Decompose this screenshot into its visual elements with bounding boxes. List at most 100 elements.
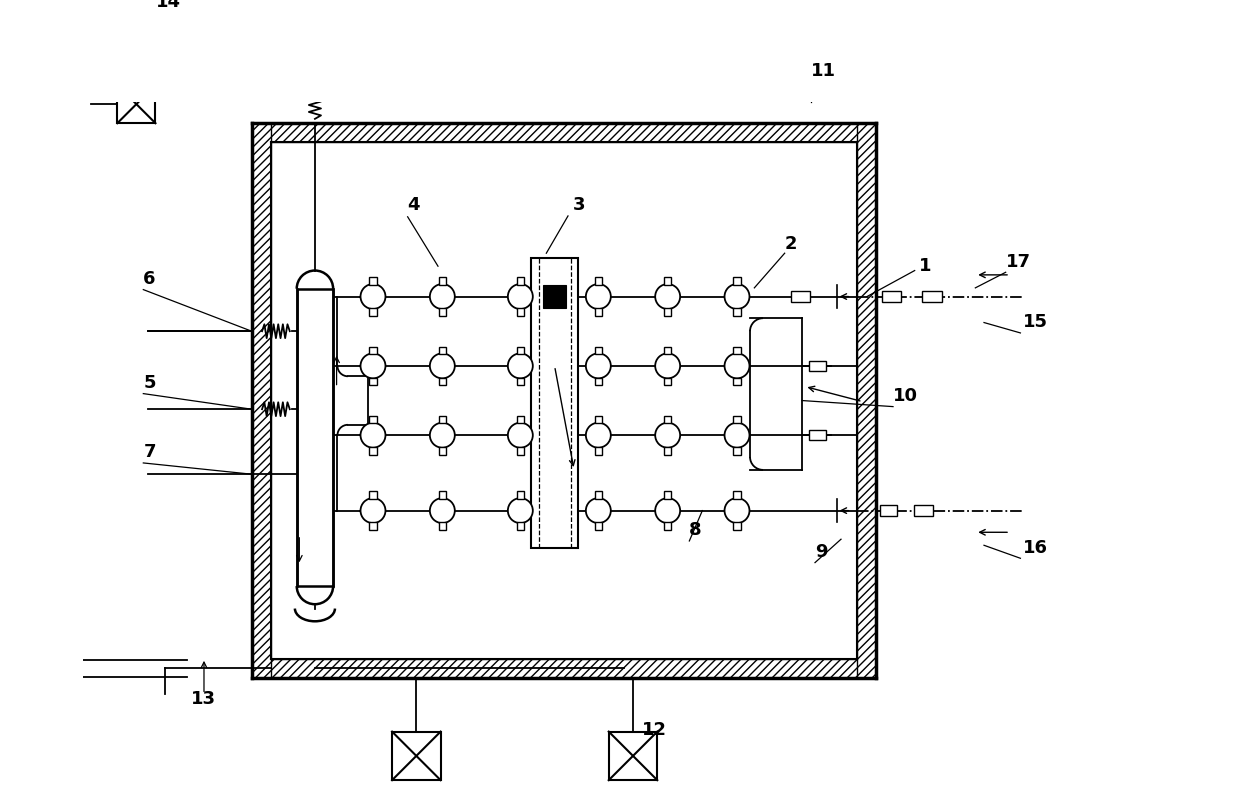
Bar [370, 277, 377, 285]
Text: 17: 17 [1006, 252, 1030, 271]
Circle shape [361, 423, 386, 447]
Bar [882, 291, 900, 301]
Bar [594, 522, 603, 530]
Bar [733, 346, 740, 354]
Text: 1: 1 [919, 257, 931, 275]
Bar [517, 346, 525, 354]
Bar [439, 492, 446, 499]
Bar [252, 659, 875, 678]
Bar [663, 416, 672, 424]
Bar [517, 522, 525, 530]
Circle shape [724, 423, 749, 447]
Bar [594, 277, 603, 285]
Circle shape [585, 423, 611, 447]
Bar [439, 308, 446, 316]
Bar [663, 277, 672, 285]
Bar [594, 346, 603, 354]
Circle shape [361, 498, 386, 523]
Bar [733, 378, 740, 385]
Bar [594, 308, 603, 316]
Circle shape [655, 353, 681, 379]
Bar [733, 308, 740, 316]
Text: 4: 4 [408, 196, 420, 214]
Bar [663, 447, 672, 454]
Bar [733, 277, 740, 285]
Bar [663, 308, 672, 316]
Circle shape [655, 423, 681, 447]
Text: 9: 9 [815, 543, 827, 561]
Circle shape [585, 353, 611, 379]
Bar [517, 447, 525, 454]
Bar [663, 346, 672, 354]
Circle shape [430, 498, 455, 523]
Text: 5: 5 [144, 374, 156, 392]
Bar [296, 289, 334, 586]
Text: 12: 12 [641, 720, 667, 739]
Bar [370, 346, 377, 354]
Bar [594, 492, 603, 499]
Text: 11: 11 [811, 62, 836, 80]
Bar [252, 123, 270, 678]
Circle shape [361, 284, 386, 309]
Circle shape [655, 498, 681, 523]
Bar [439, 277, 446, 285]
Circle shape [508, 498, 533, 523]
Bar [370, 522, 377, 530]
Bar [439, 522, 446, 530]
Circle shape [585, 284, 611, 309]
Text: 10: 10 [893, 387, 918, 405]
Text: 14: 14 [156, 0, 181, 10]
Circle shape [508, 353, 533, 379]
Circle shape [724, 498, 749, 523]
Bar [370, 378, 377, 385]
Bar [857, 123, 875, 678]
Text: 16: 16 [1023, 539, 1048, 556]
Bar [517, 378, 525, 385]
Bar [370, 416, 377, 424]
Bar [663, 378, 672, 385]
Bar [543, 286, 565, 308]
Bar [517, 308, 525, 316]
Bar [733, 492, 740, 499]
Circle shape [724, 284, 749, 309]
Bar [118, 85, 155, 123]
Bar [914, 506, 932, 516]
Bar [663, 522, 672, 530]
Bar [594, 447, 603, 454]
Circle shape [508, 284, 533, 309]
Bar [808, 361, 826, 371]
Circle shape [585, 498, 611, 523]
Text: 15: 15 [1023, 313, 1048, 331]
Bar [609, 731, 657, 780]
Bar [517, 492, 525, 499]
Bar [733, 447, 740, 454]
Bar [517, 416, 525, 424]
Bar [439, 416, 446, 424]
Bar [439, 447, 446, 454]
Text: 6: 6 [144, 270, 156, 288]
Bar [370, 308, 377, 316]
Bar [791, 291, 810, 301]
Bar [923, 291, 941, 301]
Bar [531, 257, 578, 548]
Bar [370, 447, 377, 454]
Bar [439, 346, 446, 354]
Circle shape [430, 423, 455, 447]
Circle shape [430, 353, 455, 379]
Bar [252, 123, 875, 142]
Text: 8: 8 [689, 522, 702, 539]
Text: 7: 7 [144, 443, 156, 462]
Circle shape [508, 423, 533, 447]
Circle shape [361, 353, 386, 379]
Bar [594, 416, 603, 424]
Bar [370, 492, 377, 499]
Bar [733, 416, 740, 424]
Circle shape [655, 284, 681, 309]
Bar [517, 277, 525, 285]
Text: 2: 2 [785, 235, 797, 253]
Bar [439, 378, 446, 385]
Bar [808, 430, 826, 440]
Bar [733, 522, 740, 530]
Circle shape [430, 284, 455, 309]
Bar [594, 378, 603, 385]
